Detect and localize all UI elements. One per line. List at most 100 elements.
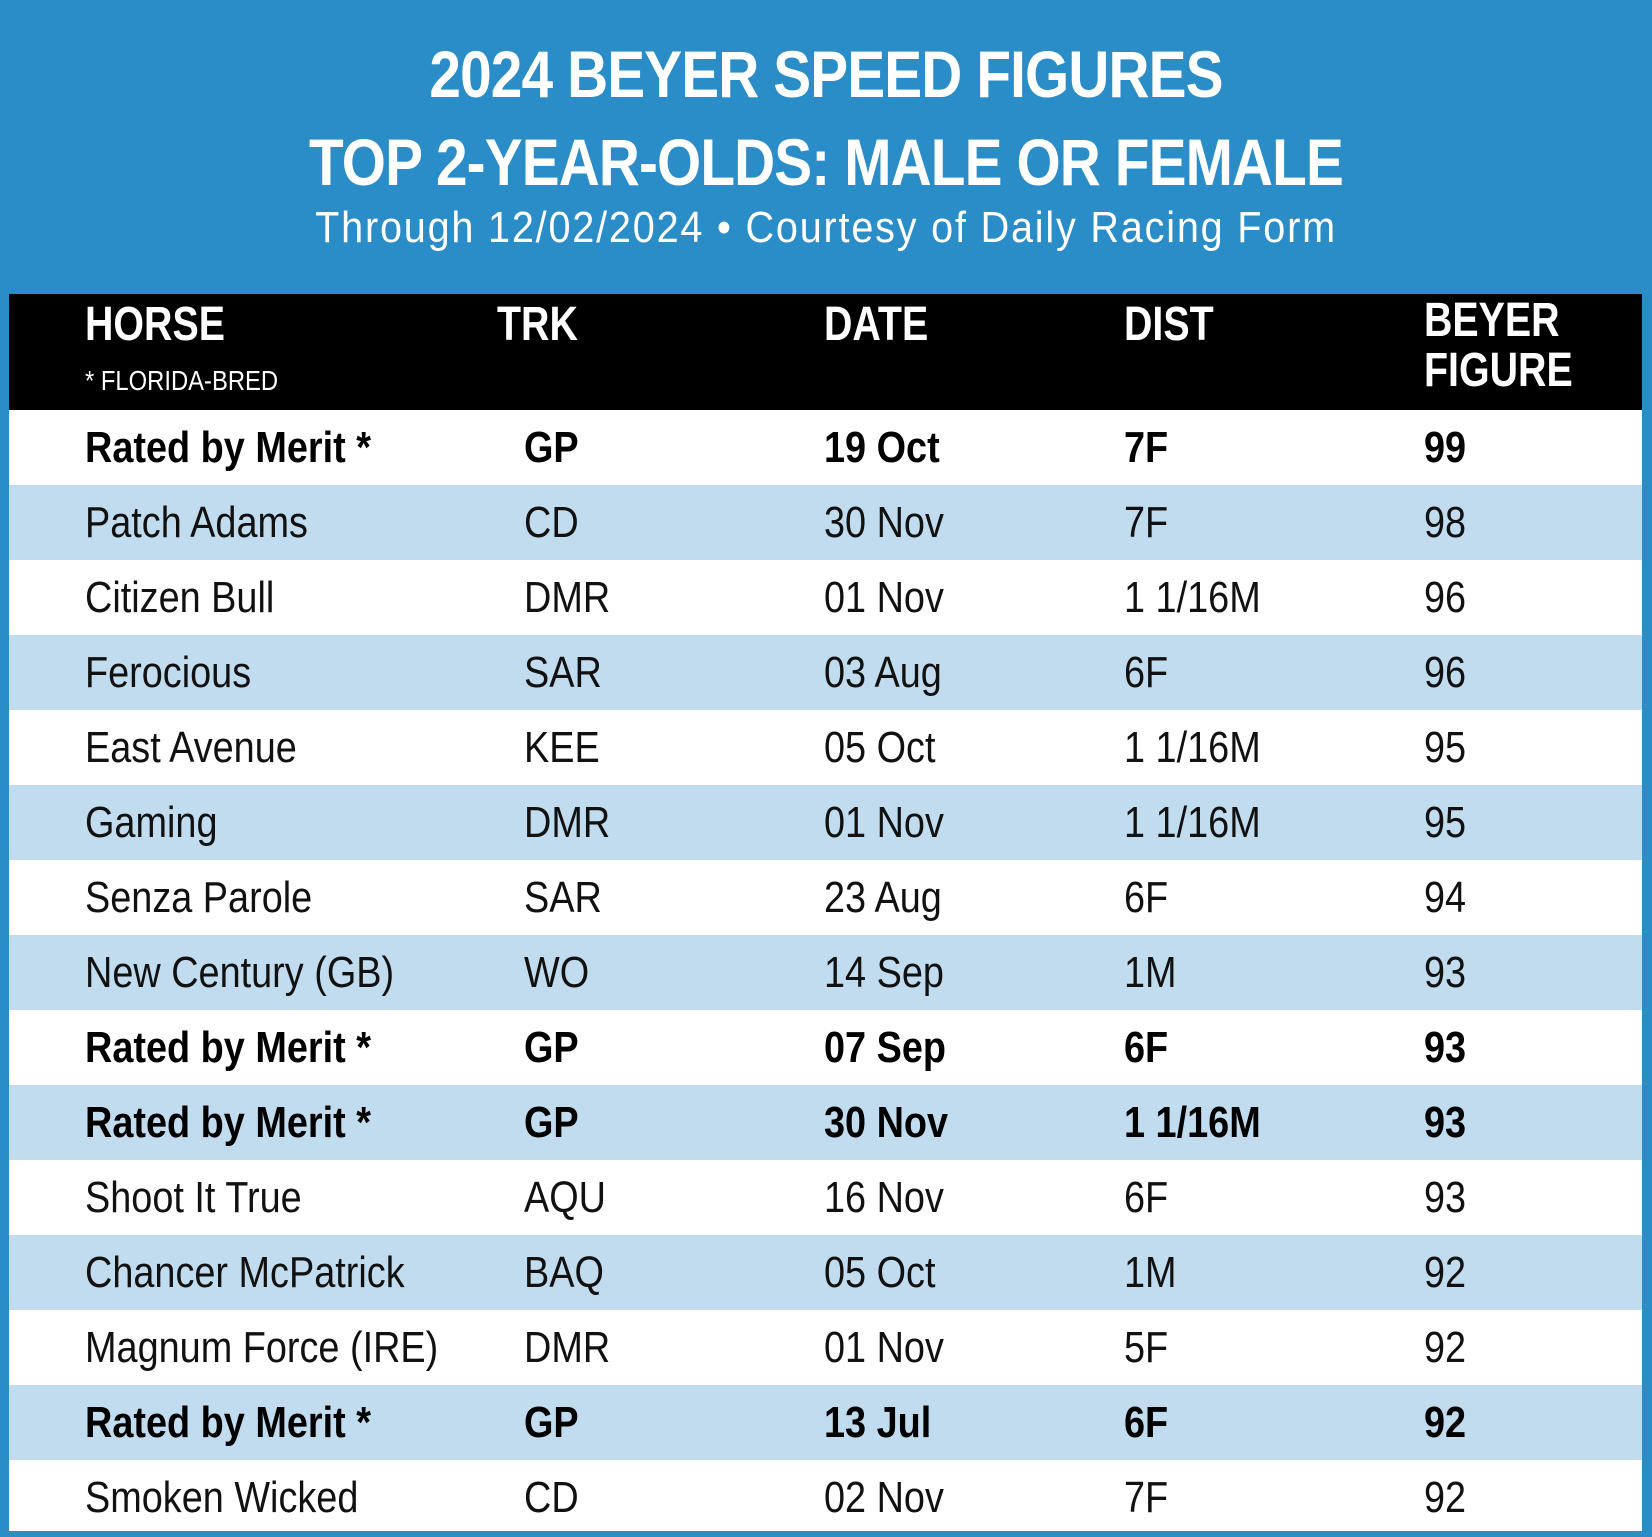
cell-figure: 92 bbox=[1424, 1248, 1467, 1297]
title-line-1: 2024 BEYER SPEED FIGURES bbox=[429, 37, 1223, 111]
cell-dist: 7F bbox=[1124, 498, 1169, 547]
table-header: HORSE * FLORIDA-BRED TRK DATE DIST BEYER… bbox=[9, 294, 1642, 410]
table-row: Rated by Merit * GP 13 Jul 6F 92 bbox=[9, 1385, 1642, 1460]
table-body: Rated by Merit * GP 19 Oct 7F 99 Patch Adams C… bbox=[9, 410, 1642, 1531]
column-header-figure-line2: FIGURE bbox=[1424, 344, 1573, 397]
cell-figure: 92 bbox=[1424, 1398, 1467, 1447]
cell-dist: 7F bbox=[1124, 1473, 1169, 1522]
table-row: Ferocious SAR 03 Aug 6F 96 bbox=[9, 635, 1642, 710]
cell-date: 05 Oct bbox=[824, 723, 936, 772]
cell-horse: Patch Adams bbox=[85, 498, 308, 547]
table-row: Patch Adams CD 30 Nov 7F 98 bbox=[9, 485, 1642, 560]
cell-trk: GP bbox=[524, 1098, 579, 1147]
cell-figure: 93 bbox=[1424, 948, 1467, 997]
cell-date: 03 Aug bbox=[824, 648, 942, 697]
table-row: Rated by Merit * GP 07 Sep 6F 93 bbox=[9, 1010, 1642, 1085]
cell-trk: DMR bbox=[524, 798, 611, 847]
cell-figure: 96 bbox=[1424, 648, 1467, 697]
cell-date: 01 Nov bbox=[824, 1323, 944, 1372]
table-row: Chancer McPatrick BAQ 05 Oct 1M 92 bbox=[9, 1235, 1642, 1310]
cell-dist: 6F bbox=[1124, 1398, 1169, 1447]
column-header-figure-line1: BEYER bbox=[1424, 294, 1560, 347]
cell-trk: GP bbox=[524, 423, 579, 472]
cell-trk: DMR bbox=[524, 573, 611, 622]
cell-date: 19 Oct bbox=[824, 423, 940, 472]
cell-dist: 5F bbox=[1124, 1323, 1169, 1372]
cell-dist: 1M bbox=[1124, 1248, 1177, 1297]
cell-figure: 95 bbox=[1424, 723, 1467, 772]
table-row: Senza Parole SAR 23 Aug 6F 94 bbox=[9, 860, 1642, 935]
cell-trk: KEE bbox=[524, 723, 600, 772]
cell-figure: 93 bbox=[1424, 1023, 1467, 1072]
cell-dist: 6F bbox=[1124, 648, 1169, 697]
column-header-horse: HORSE bbox=[85, 298, 225, 351]
cell-trk: AQU bbox=[524, 1173, 607, 1222]
cell-dist: 1 1/16M bbox=[1124, 573, 1261, 622]
table-row: Citizen Bull DMR 01 Nov 1 1/16M 96 bbox=[9, 560, 1642, 635]
column-header-dist: DIST bbox=[1124, 298, 1214, 351]
cell-horse: East Avenue bbox=[85, 723, 297, 772]
table-row: Rated by Merit * GP 19 Oct 7F 99 bbox=[9, 410, 1642, 485]
cell-dist: 1 1/16M bbox=[1124, 1098, 1261, 1147]
cell-horse: Senza Parole bbox=[85, 873, 313, 922]
cell-date: 23 Aug bbox=[824, 873, 942, 922]
cell-dist: 1 1/16M bbox=[1124, 798, 1261, 847]
subtitle: Through 12/02/2024 • Courtesy of Daily R… bbox=[315, 203, 1337, 252]
cell-trk: CD bbox=[524, 498, 579, 547]
cell-dist: 6F bbox=[1124, 1023, 1169, 1072]
cell-horse: Magnum Force (IRE) bbox=[85, 1323, 439, 1372]
column-header-date: DATE bbox=[824, 298, 929, 351]
cell-trk: SAR bbox=[524, 648, 602, 697]
cell-date: 14 Sep bbox=[824, 948, 944, 997]
cell-dist: 7F bbox=[1124, 423, 1169, 472]
cell-trk: BAQ bbox=[524, 1248, 604, 1297]
cell-figure: 98 bbox=[1424, 498, 1467, 547]
cell-dist: 6F bbox=[1124, 1173, 1169, 1222]
title-banner: 2024 BEYER SPEED FIGURES TOP 2-YEAR-OLDS… bbox=[0, 0, 1652, 293]
cell-date: 02 Nov bbox=[824, 1473, 944, 1522]
cell-trk: GP bbox=[524, 1398, 579, 1447]
table-row: Magnum Force (IRE) DMR 01 Nov 5F 92 bbox=[9, 1310, 1642, 1385]
table-row: Rated by Merit * GP 30 Nov 1 1/16M 93 bbox=[9, 1085, 1642, 1160]
cell-date: 01 Nov bbox=[824, 573, 944, 622]
cell-figure: 93 bbox=[1424, 1098, 1467, 1147]
cell-date: 13 Jul bbox=[824, 1398, 932, 1447]
cell-trk: SAR bbox=[524, 873, 602, 922]
cell-horse: Chancer McPatrick bbox=[85, 1248, 405, 1297]
cell-trk: GP bbox=[524, 1023, 579, 1072]
speed-figures-table: HORSE * FLORIDA-BRED TRK DATE DIST BEYER… bbox=[9, 294, 1642, 1531]
table-row: East Avenue KEE 05 Oct 1 1/16M 95 bbox=[9, 710, 1642, 785]
cell-trk: WO bbox=[524, 948, 590, 997]
cell-figure: 93 bbox=[1424, 1173, 1467, 1222]
cell-dist: 1 1/16M bbox=[1124, 723, 1261, 772]
cell-figure: 95 bbox=[1424, 798, 1467, 847]
cell-horse: Ferocious bbox=[85, 648, 252, 697]
cell-horse: Rated by Merit * bbox=[85, 1098, 371, 1147]
cell-date: 30 Nov bbox=[824, 498, 944, 547]
cell-dist: 1M bbox=[1124, 948, 1177, 997]
cell-horse: Rated by Merit * bbox=[85, 423, 371, 472]
cell-figure: 94 bbox=[1424, 873, 1467, 922]
cell-horse: Rated by Merit * bbox=[85, 1023, 371, 1072]
column-header-trk: TRK bbox=[497, 298, 578, 351]
cell-figure: 92 bbox=[1424, 1323, 1467, 1372]
cell-trk: CD bbox=[524, 1473, 579, 1522]
table-row: New Century (GB) WO 14 Sep 1M 93 bbox=[9, 935, 1642, 1010]
cell-figure: 99 bbox=[1424, 423, 1467, 472]
cell-trk: DMR bbox=[524, 1323, 611, 1372]
title-line-2: TOP 2-YEAR-OLDS: MALE OR FEMALE bbox=[309, 125, 1344, 199]
cell-horse: Gaming bbox=[85, 798, 218, 847]
cell-horse: Shoot It True bbox=[85, 1173, 302, 1222]
cell-date: 05 Oct bbox=[824, 1248, 936, 1297]
cell-horse: Smoken Wicked bbox=[85, 1473, 359, 1522]
table-row: Smoken Wicked CD 02 Nov 7F 92 bbox=[9, 1460, 1642, 1531]
cell-date: 30 Nov bbox=[824, 1098, 949, 1147]
cell-dist: 6F bbox=[1124, 873, 1169, 922]
cell-date: 01 Nov bbox=[824, 798, 944, 847]
table-row: Gaming DMR 01 Nov 1 1/16M 95 bbox=[9, 785, 1642, 860]
cell-date: 16 Nov bbox=[824, 1173, 944, 1222]
cell-figure: 96 bbox=[1424, 573, 1467, 622]
cell-horse: Rated by Merit * bbox=[85, 1398, 371, 1447]
florida-bred-note: * FLORIDA-BRED bbox=[85, 365, 279, 396]
